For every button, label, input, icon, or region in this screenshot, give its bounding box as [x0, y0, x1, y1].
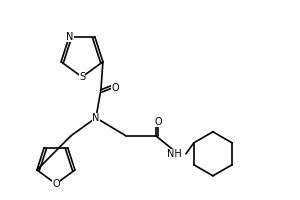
Text: N: N [66, 32, 74, 42]
Text: O: O [111, 83, 119, 93]
Text: S: S [79, 72, 85, 82]
Text: NH: NH [167, 149, 181, 159]
Text: O: O [52, 179, 60, 189]
Text: O: O [154, 117, 162, 127]
Text: N: N [92, 113, 100, 123]
